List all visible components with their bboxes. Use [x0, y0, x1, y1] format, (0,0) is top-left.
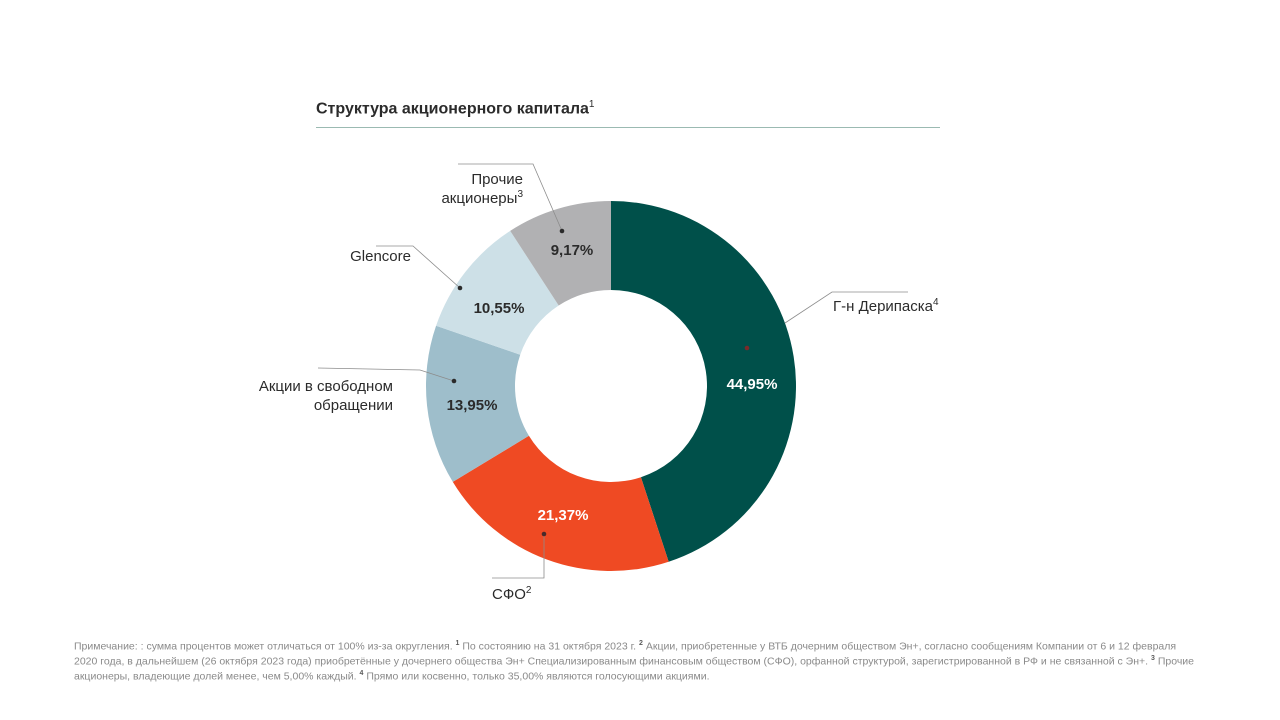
footnote-mark-3: 3 — [1151, 655, 1155, 662]
leader-dot — [457, 285, 463, 291]
pie-slice — [452, 435, 669, 571]
category-label: Г-н Дерипаска4 — [833, 297, 939, 315]
leader-dot — [451, 378, 457, 384]
footnote-1: По состоянию на 31 октября 2023 г. — [462, 640, 637, 653]
category-label-line: Glencore — [350, 248, 411, 265]
chart-title-text: Структура акционерного капитала — [316, 100, 589, 118]
pie-slice — [510, 201, 611, 306]
footnote-mark: 3 — [517, 189, 523, 200]
category-label: Акции в свободном обращении — [259, 378, 393, 414]
footnote-mark-2: 2 — [639, 640, 643, 647]
category-label-line: СФО — [492, 586, 526, 603]
chart-title-footnote-mark: 1 — [588, 99, 595, 110]
footnote-2: Акции, приобретенные у ВТБ дочерним обще… — [74, 640, 1177, 668]
leader-dot — [744, 345, 750, 351]
leader-dot — [541, 531, 547, 537]
title-divider — [316, 127, 940, 128]
pie-slice — [436, 230, 559, 355]
category-label-line: Акции в свободном — [259, 378, 393, 395]
data-label: 21,37% — [538, 507, 589, 524]
chart-title: Структура акционерного капитала1 — [316, 99, 594, 118]
footnote-3: Прочие акционеры, владеющие долей менее,… — [74, 655, 1194, 683]
leader-line — [784, 291, 908, 324]
footnote-mark: 2 — [526, 585, 532, 596]
leader-line — [492, 534, 545, 579]
category-label-line: Прочие — [471, 171, 523, 188]
data-label: 44,95% — [727, 376, 778, 393]
pie-slice — [611, 201, 797, 562]
category-label-line: Г-н Дерипаска — [833, 298, 934, 315]
leader-dot — [559, 228, 565, 234]
footnote-mark-1: 1 — [455, 640, 460, 647]
leader-line — [458, 163, 563, 232]
footnote-mark: 4 — [933, 297, 939, 308]
footnote-mark-4: 4 — [359, 670, 364, 677]
data-label: 13,95% — [447, 397, 498, 414]
data-label: 9,17% — [551, 242, 594, 259]
leader-line — [317, 367, 455, 382]
category-label: Glencore — [350, 248, 411, 265]
footnote-4: Прямо или косвенно, только 35,00% являют… — [366, 670, 710, 683]
category-label: СФО2 — [492, 585, 532, 603]
leader-line — [376, 245, 461, 289]
pie-slice — [426, 325, 529, 482]
footnote-text: Примечание: : сумма процентов может отли… — [74, 640, 453, 653]
category-label-line: акционеры — [441, 190, 517, 207]
category-label: Прочие акционеры3 — [441, 171, 523, 207]
data-label: 10,55% — [474, 300, 525, 317]
category-label-line: обращении — [314, 397, 393, 414]
footnote: Примечание: : сумма процентов может отли… — [74, 638, 1194, 683]
